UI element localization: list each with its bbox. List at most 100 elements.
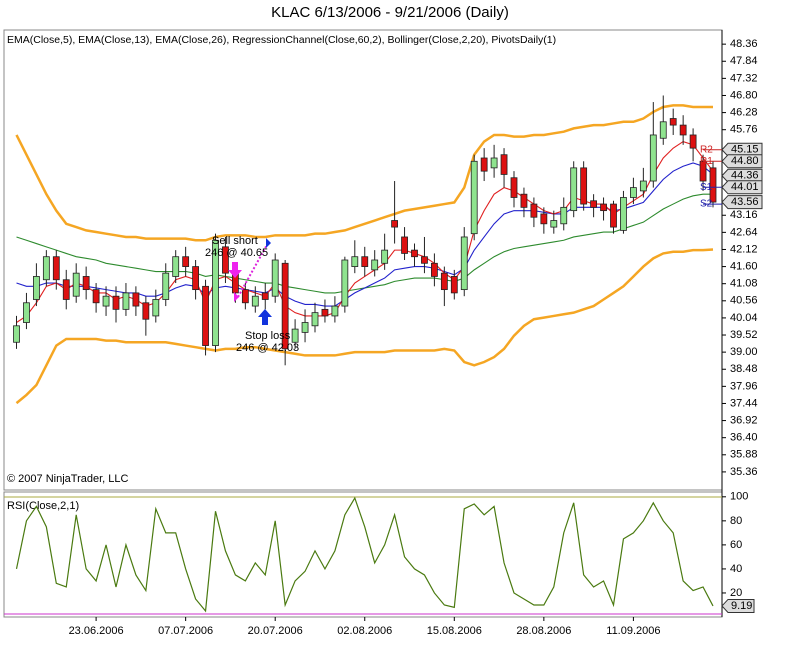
- price-box-label: 43.56: [731, 196, 759, 208]
- y-tick-label: 46.80: [730, 89, 758, 101]
- candle-body: [411, 249, 418, 258]
- entry-marker: [234, 292, 239, 302]
- candle-body: [251, 295, 259, 307]
- y-tick-label: 46.28: [730, 106, 758, 118]
- candle-body: [142, 302, 150, 320]
- y-tick-label: 40.04: [730, 312, 758, 324]
- candle-body: [132, 292, 140, 307]
- y-tick-label: 40.56: [730, 295, 758, 307]
- candle-body: [72, 272, 80, 297]
- candle-body: [530, 203, 538, 218]
- y-tick-label: 40: [730, 563, 742, 575]
- price-box: [721, 195, 763, 210]
- candle-body: [112, 295, 120, 310]
- candle-body: [590, 200, 597, 208]
- candle-body: [62, 279, 70, 300]
- candle-body: [271, 259, 279, 297]
- candle-body: [301, 322, 309, 333]
- candle-body: [321, 308, 329, 317]
- candle-body: [13, 325, 20, 343]
- candle-body: [162, 272, 170, 300]
- candle-body: [550, 220, 558, 228]
- indicator-line: [15, 248, 714, 405]
- candle-body: [361, 256, 369, 267]
- price-box-label: 44.80: [731, 155, 759, 167]
- x-tick-label: 11.09.2006: [606, 625, 660, 637]
- annotation: Stop loss: [245, 330, 291, 342]
- candle-body: [102, 295, 110, 307]
- candle-body: [23, 302, 30, 323]
- candle-body: [401, 236, 408, 254]
- annotation: 246 @ 40.65: [205, 247, 268, 259]
- copyright: © 2007 NinjaTrader, LLC: [7, 473, 128, 485]
- y-tick-label: 47.84: [730, 55, 758, 67]
- trade-markers: Sell short 246 @ 40.65 Stop loss 246 @ 4…: [205, 235, 299, 354]
- rsi-title: RSI(Close,2,1): [7, 500, 79, 512]
- candle-body: [192, 266, 200, 291]
- pivot-label: S1: [700, 182, 713, 193]
- candle-body: [33, 276, 40, 300]
- candle-body: [341, 259, 349, 307]
- y-tick-label: 36.92: [730, 414, 758, 426]
- candle-body: [82, 276, 90, 291]
- y-tick-label: 42.64: [730, 226, 758, 238]
- candle-body: [122, 292, 130, 310]
- price-box: [721, 154, 763, 169]
- candle-body: [430, 262, 438, 277]
- y-tick-label: 43.16: [730, 209, 758, 221]
- candle-body: [659, 121, 667, 139]
- candle-body: [172, 256, 180, 277]
- candle-body: [381, 249, 389, 264]
- indicator-legend: EMA(Close,5), EMA(Close,13), EMA(Close,2…: [7, 34, 556, 46]
- candle-body: [391, 220, 399, 228]
- candle-body: [421, 256, 428, 264]
- y-tick-label: 48.36: [730, 38, 758, 50]
- cover-arrow: [258, 309, 272, 325]
- pivot-label: R1: [700, 156, 713, 167]
- pivot-label: R2: [700, 144, 713, 155]
- candle-body: [570, 167, 578, 212]
- candle-body: [610, 203, 617, 228]
- candle-body: [460, 236, 468, 291]
- rsi-line: [15, 496, 714, 613]
- candle-body: [450, 276, 458, 294]
- candle-body: [689, 134, 697, 149]
- candle-body: [540, 213, 548, 225]
- annotation: 246 @ 42.03: [236, 342, 299, 354]
- candle-body: [351, 256, 359, 267]
- candle-body: [490, 157, 498, 169]
- candle-body: [182, 256, 190, 267]
- candle-body: [470, 160, 478, 235]
- candle-body: [510, 177, 518, 198]
- candle-body: [331, 305, 339, 317]
- candle-body: [42, 256, 50, 281]
- y-tick-label: 41.08: [730, 278, 758, 290]
- candle-body: [669, 118, 677, 126]
- x-tick-label: 15.08.2006: [427, 625, 482, 637]
- x-tick-label: 02.08.2006: [337, 625, 392, 637]
- candle-body: [480, 157, 488, 172]
- y-tick-label: 37.44: [730, 397, 758, 409]
- candle-body: [440, 272, 448, 291]
- candle-body: [709, 167, 717, 203]
- price-box: [721, 180, 763, 195]
- candle-body: [52, 256, 60, 281]
- y-tick-label: 47.32: [730, 72, 758, 84]
- indicator-line: [15, 104, 713, 242]
- y-tick-label: 35.36: [730, 466, 758, 478]
- exit-marker: [266, 238, 271, 248]
- marks: 35.36 35.88 36.40 36.92 37.44 37.96 38.48 39.00…: [13, 38, 763, 637]
- y-tick-label: 80: [730, 515, 742, 527]
- y-tick-label: 37.96: [730, 380, 758, 392]
- candle-body: [500, 154, 508, 175]
- x-tick-label: 28.08.2006: [516, 625, 571, 637]
- rsi-box: [721, 598, 755, 613]
- candle-body: [281, 262, 289, 350]
- candle-body: [311, 312, 319, 327]
- candle-body: [679, 124, 687, 136]
- candle-body: [560, 206, 568, 225]
- candle-body: [639, 180, 647, 192]
- candle-body: [202, 285, 209, 346]
- candle-body: [291, 328, 299, 343]
